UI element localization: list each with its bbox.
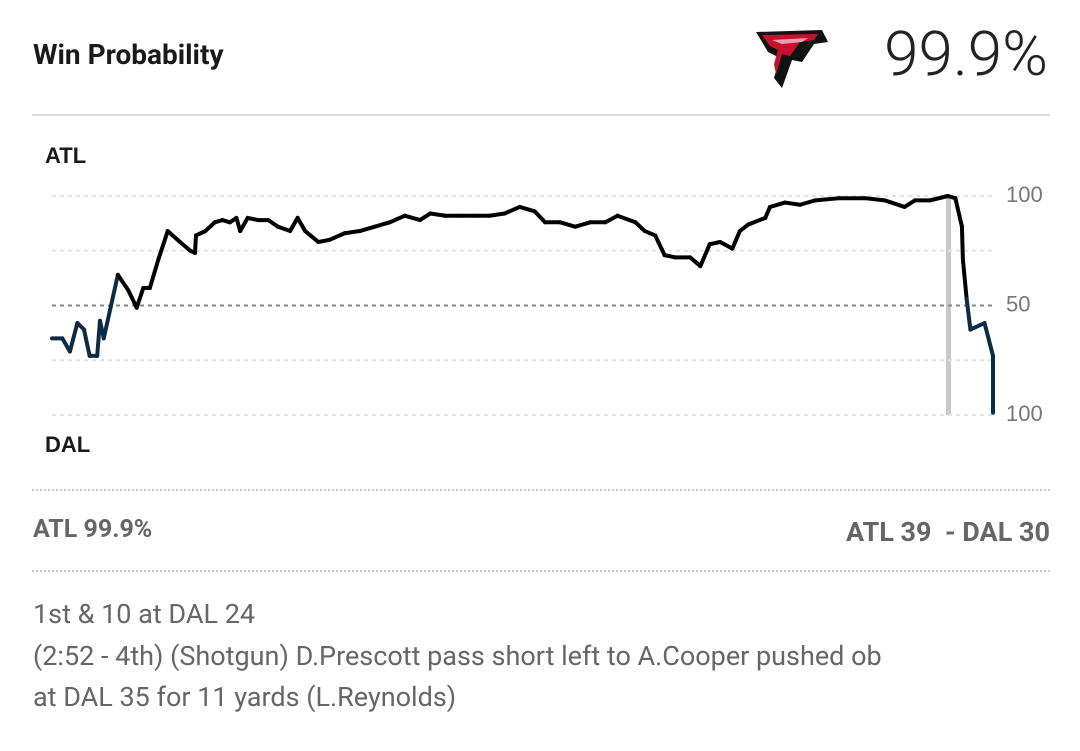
win-probability-segment [67,321,80,354]
win-probability-segment [718,239,735,251]
win-probability-segment [633,220,647,234]
divider [32,114,1050,116]
win-probability-segment [783,200,803,207]
win-probability-segment [502,204,522,216]
win-probability-segment [387,213,407,225]
win-probability-segment [428,211,448,218]
win-probability-segment [964,296,973,332]
y-tick-label: 50 [1006,291,1030,316]
win-probability-segment [101,272,120,341]
win-probability-segment [953,196,964,229]
win-probability-segment [603,213,620,225]
win-probability-segment [959,224,965,262]
team-logo [756,30,828,88]
win-probability-segment [417,211,433,223]
win-probability-segment [487,211,507,218]
win-probability-segment [147,257,161,290]
win-probability-segment [982,321,995,358]
win-probability-segment [327,231,347,242]
win-probability-segment [960,257,969,301]
win-probability-segment [532,209,548,225]
y-tick-label: 100 [1006,182,1043,207]
win-probability-segment [798,198,818,207]
win-probability-segment [615,213,638,225]
divider [32,489,1050,491]
bottom-team-label: DAL [45,432,90,457]
score: ATL 39 - DAL 30 [845,516,1050,548]
win-probability-segment [767,200,788,209]
win-probability-segment [698,242,712,269]
win-probability-segment [295,215,308,234]
win-probability-segment [968,321,987,332]
win-probability-segment [81,327,92,358]
win-probability-segment [156,229,170,262]
play-description: at DAL 35 for 11 yards (L.Reynolds) [33,681,457,713]
win-probability-segment [288,215,300,234]
y-tick-label: 100 [1006,401,1043,426]
win-probability-segment [203,220,217,234]
top-team-label: ATL [45,143,86,168]
play-description: (2:52 - 4th) (Shotgun) D.Prescott pass s… [33,640,882,672]
win-probability-segment [303,229,321,244]
win-probability-segment [687,255,703,269]
win-probability-segment [746,215,768,227]
win-probability-segment [558,220,578,229]
win-probability-segment [402,213,422,223]
win-probability-segment [927,194,950,203]
win-probability-segment [115,272,131,293]
win-probability-segment [372,220,392,229]
chart: ATL DAL 100 50 100 [45,143,1043,457]
win-probability-segment [177,239,193,253]
win-probability-segment [730,229,742,251]
win-probability-segment [882,198,907,209]
win-probability-segment [342,229,362,236]
win-probability-segment [517,204,537,214]
win-probability-segment [863,196,887,203]
divider [32,570,1050,572]
play-down: 1st & 10 at DAL 24 [33,598,256,630]
win-probability-segment [813,196,842,203]
win-probability-segment [357,224,377,234]
summary-probability: ATL 99.9% [33,515,153,544]
win-probability-segment [126,288,139,310]
win-probability: 99.9% [884,18,1048,91]
win-probability-segment [193,233,198,255]
title: Win Probability [33,38,224,71]
win-probability-segment [573,220,593,229]
win-probability-segment [902,198,917,209]
win-probability-segment [165,229,182,244]
win-probability-segment [238,215,250,234]
win-probability-segment [653,233,667,258]
win-probability-segment [275,224,293,234]
win-probability-segment [134,285,146,310]
